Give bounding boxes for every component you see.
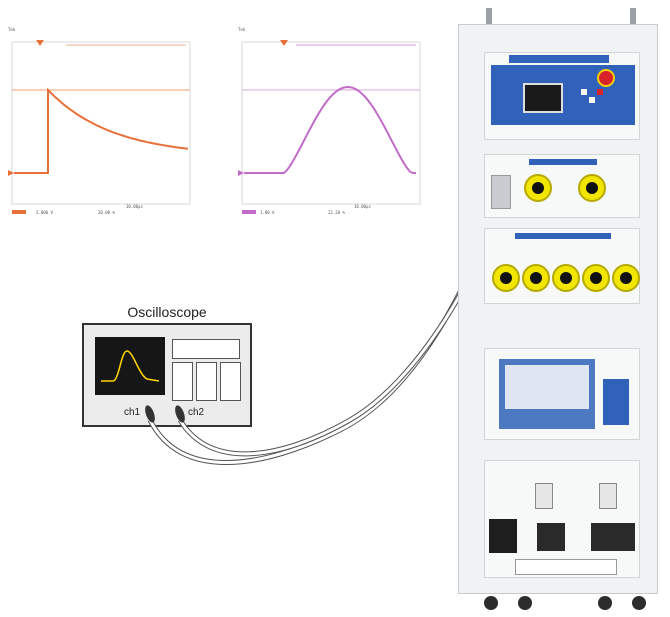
- screen-right-bottom-left: 1.00 A: [260, 210, 275, 215]
- ch1-label: ch1: [124, 407, 141, 418]
- oscilloscope-trace: [101, 350, 160, 382]
- caster-wheel-1: [484, 596, 498, 610]
- upper-knob-panel: [484, 154, 640, 218]
- middle-knob-1[interactable]: [492, 264, 520, 292]
- middle-knob-5[interactable]: [612, 264, 640, 292]
- breaker-2[interactable]: [599, 483, 617, 509]
- panel-button-3[interactable]: [597, 89, 603, 95]
- cabinet-lifting-eye-left: [486, 8, 492, 26]
- probe-ch2-connector: [175, 405, 185, 423]
- caster-wheel-2: [518, 596, 532, 610]
- breaker-1[interactable]: [535, 483, 553, 509]
- power-supply-module: [603, 379, 629, 425]
- oscilloscope-display-3: [220, 362, 241, 401]
- relay-module-panel: [484, 348, 640, 440]
- probe-ch1-connector: [145, 405, 155, 423]
- middle-knob-3[interactable]: [552, 264, 580, 292]
- screen-left-footer-bar: [12, 210, 26, 214]
- terminal-block-2: [591, 523, 635, 551]
- emergency-stop-button[interactable]: [597, 69, 615, 87]
- lower-breaker-panel: [484, 460, 640, 578]
- screen-right-bottom-right: 10.00μs: [354, 204, 371, 209]
- oscilloscope-display-2: [196, 362, 217, 401]
- panel-button-2[interactable]: [589, 97, 595, 103]
- waveform-left-plot: [8, 40, 191, 205]
- caster-wheel-4: [632, 596, 646, 610]
- waveform-screen-right: Tek 10.00μs 1.00 A 22.20 %: [236, 26, 448, 216]
- caster-wheel-3: [598, 596, 612, 610]
- relay-board-plate: [505, 365, 589, 409]
- screen-right-footer-bar: [242, 210, 256, 214]
- screen-left-tek-label: Tek: [8, 27, 16, 32]
- oscilloscope-display-1: [172, 362, 193, 401]
- waveform-right-plot: [238, 40, 421, 205]
- terminal-block-1: [537, 523, 565, 551]
- upper-panel-label: [529, 159, 597, 165]
- waveform-screen-left: Tek 10.00μs 2.000 V 20.00 %: [6, 26, 218, 216]
- screen-right-readout: 22.20 %: [328, 210, 345, 215]
- oscilloscope-display-top: [172, 339, 240, 359]
- screen-left-bottom-right: 10.00μs: [126, 204, 143, 209]
- screen-left-bottom-left: 2.000 V: [36, 210, 53, 215]
- cabinet-title-strip: [509, 55, 609, 63]
- warning-label: [515, 559, 617, 575]
- upper-knob-left[interactable]: [524, 174, 552, 202]
- middle-panel-label: [515, 233, 611, 239]
- screen-left-readout: 20.00 %: [98, 210, 115, 215]
- oscilloscope-screen: [95, 337, 165, 395]
- screen-right-tek-label: Tek: [238, 27, 246, 32]
- middle-knob-2[interactable]: [522, 264, 550, 292]
- oscilloscope-title: Oscilloscope: [127, 304, 207, 320]
- cabinet-control-panel: [484, 52, 640, 140]
- ch2-label: ch2: [188, 407, 205, 418]
- middle-knob-4[interactable]: [582, 264, 610, 292]
- mains-switch-block[interactable]: [489, 519, 517, 553]
- panel-button-1[interactable]: [581, 89, 587, 95]
- cabinet-lcd-display: [523, 83, 563, 113]
- upper-knob-right[interactable]: [578, 174, 606, 202]
- probe-input-socket[interactable]: [491, 175, 511, 209]
- cabinet-lifting-eye-right: [630, 8, 636, 26]
